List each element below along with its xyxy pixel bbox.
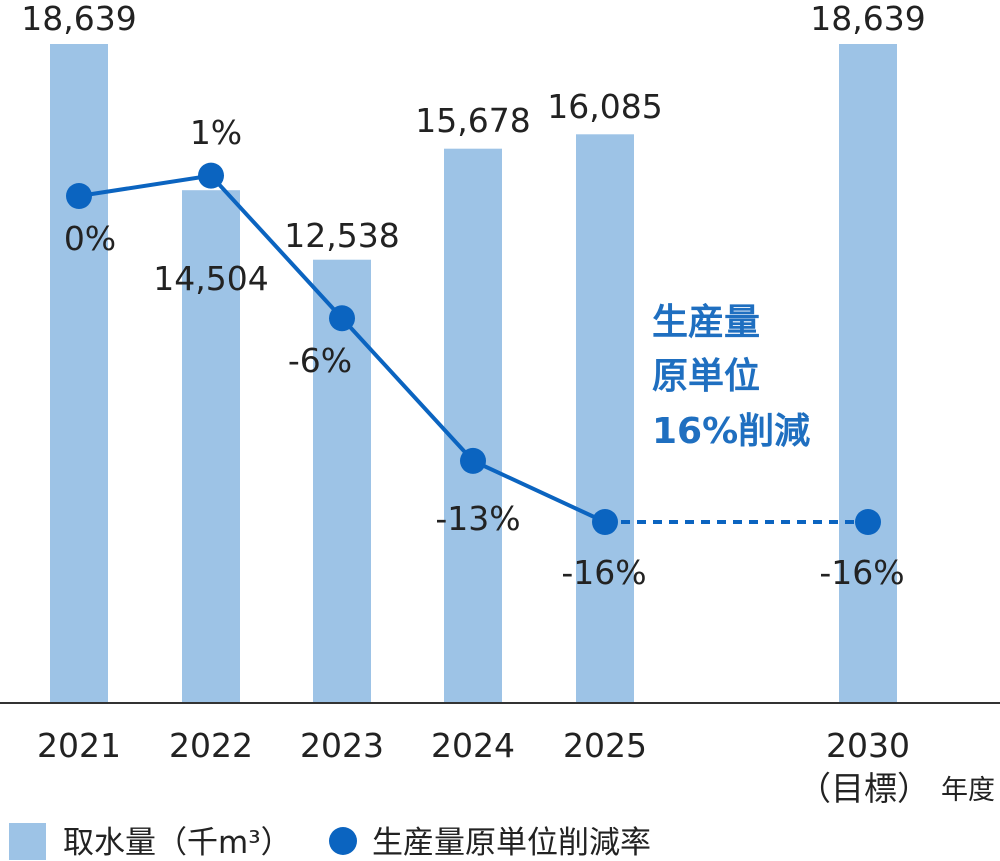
- x-tick-label: 2030: [826, 726, 910, 765]
- bar-value-label: 18,639: [810, 0, 925, 38]
- rate-label: 1%: [190, 113, 242, 152]
- bar-value-labels: 18,639 14,504 12,538 15,678 16,085 18,639: [21, 0, 925, 298]
- rate-point-2022: [198, 162, 224, 189]
- rate-point-2024: [460, 447, 486, 474]
- legend-line-marker: [329, 827, 357, 855]
- legend-line-label: 生産量原単位削減率: [372, 825, 651, 861]
- rate-label: -6%: [288, 341, 352, 380]
- x-tick-sublabel: （目標）: [798, 769, 930, 808]
- rate-label: -16%: [819, 553, 904, 592]
- bar-2030: [839, 44, 897, 703]
- bar-value-label: 15,678: [415, 101, 530, 140]
- bar-2023: [313, 259, 371, 703]
- bar-2025: [576, 134, 634, 703]
- x-tick-label: 2022: [169, 726, 253, 765]
- rate-point-2023: [329, 305, 355, 332]
- bar-value-label: 12,538: [284, 216, 399, 255]
- bar-2022: [182, 190, 240, 703]
- bar-value-label: 18,639: [21, 0, 136, 38]
- rate-label: 0%: [64, 219, 116, 258]
- rate-point-2021: [66, 183, 92, 209]
- rate-point-2030: [855, 509, 881, 535]
- bar-value-label: 14,504: [153, 259, 268, 298]
- x-tick-label: 2025: [563, 726, 647, 765]
- bar-2021: [50, 44, 108, 703]
- line-series: [66, 162, 881, 535]
- bar-value-label: 16,085: [547, 87, 662, 126]
- rate-point-2025: [592, 509, 618, 535]
- x-tick-label: 2021: [37, 726, 121, 765]
- x-axis-ticks: 2021 2022 2023 2024 2025 2030 （目標）: [37, 726, 930, 808]
- bar-2024: [444, 148, 502, 704]
- legend: 取水量（千m³） 生産量原単位削減率: [9, 823, 651, 861]
- legend-bar-label: 取水量（千m³）: [63, 825, 292, 861]
- x-axis-unit-label: 年度: [941, 775, 995, 806]
- callout-line-1: 生産量: [652, 302, 760, 343]
- x-tick-label: 2024: [431, 726, 515, 765]
- x-tick-label: 2023: [300, 726, 384, 765]
- callout-line-3: 16%削減: [652, 411, 810, 452]
- rate-labels: 0% 1% -6% -13% -16% -16%: [64, 113, 905, 592]
- legend-bar-swatch: [9, 823, 46, 860]
- rate-label: -13%: [435, 499, 520, 538]
- bar-series: [50, 44, 897, 704]
- rate-label: -16%: [561, 553, 646, 592]
- reduction-callout: 生産量 原単位 16%削減: [652, 302, 810, 452]
- callout-line-2: 原単位: [652, 356, 760, 397]
